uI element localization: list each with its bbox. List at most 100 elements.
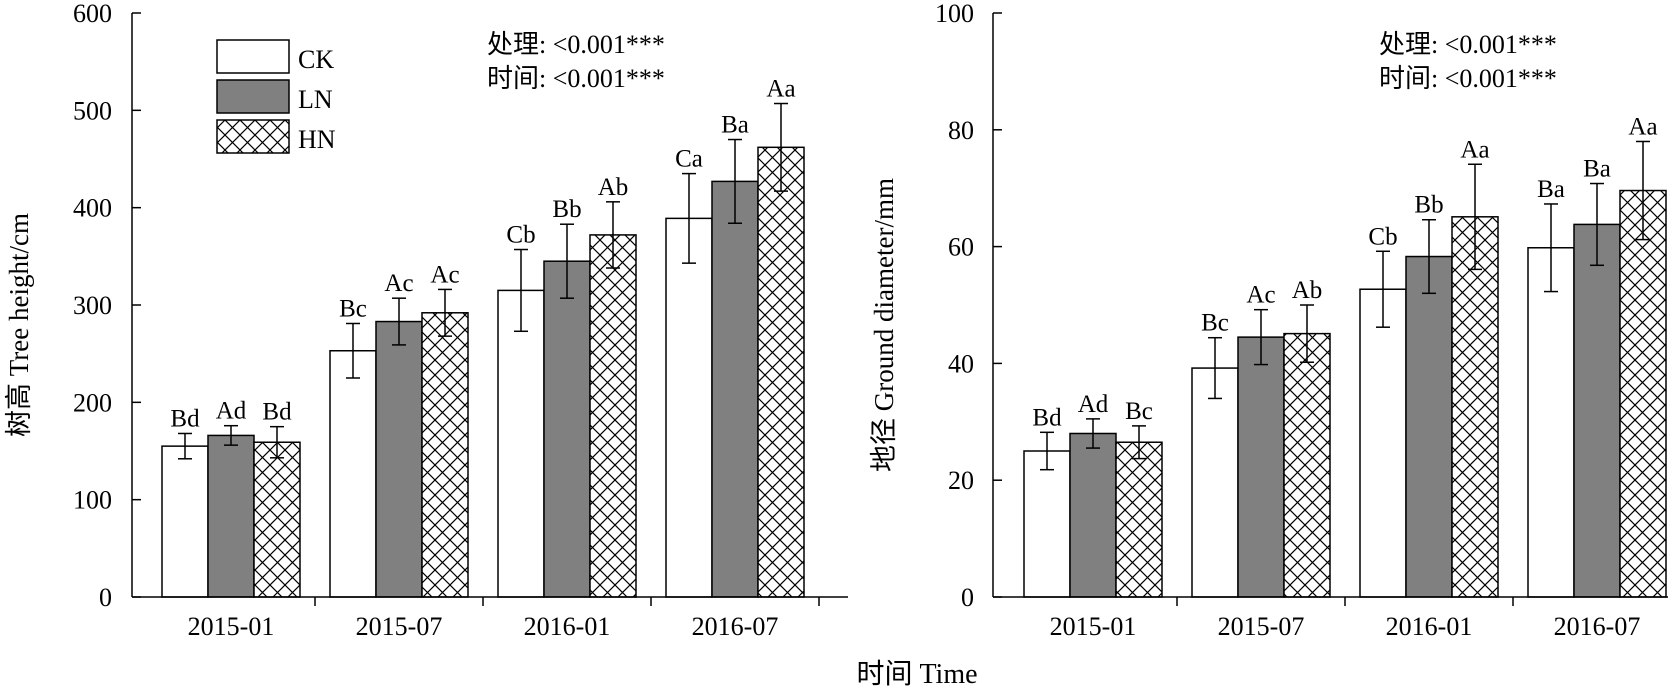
height-y-tick-label: 300 [73,291,112,320]
diameter-sig-letter-hn-2015-01: Bc [1125,398,1153,425]
diameter-error-bar-ln-2016-01 [1422,218,1436,295]
height-sig-letter-hn-2016-01: Ab [598,174,629,201]
diameter-x-tick-label-2016-01: 2016-01 [1386,612,1473,641]
height-sig-letter-hn-2016-07: Aa [766,76,795,103]
diameter-bar-ln-2016-01 [1405,255,1453,598]
diameter-sig-letter-hn-2016-07: Aa [1628,113,1657,140]
legend-swatch-ln [216,79,290,114]
height-sig-letter-ln-2016-07: Ba [721,112,749,139]
diameter-bar-ck-2016-07 [1527,247,1575,598]
diameter-significance-annotation-1: 处理: <0.001*** [1379,30,1557,59]
diameter-y-tick-label: 0 [961,583,974,612]
diameter-x-tick-label-2015-01: 2015-01 [1050,612,1137,641]
height-y-tick-label: 100 [73,486,112,515]
diameter-bar-hn-2016-01 [1451,216,1499,598]
diameter-bar-hn-2015-07 [1283,332,1331,598]
height-bar-ck-2016-07 [665,217,713,598]
height-error-bar-ck-2015-07 [346,322,360,379]
height-error-bar-hn-2016-01 [606,201,620,269]
height-significance-annotation-1: 处理: <0.001*** [487,30,665,59]
height-x-tick-label-2015-01: 2015-01 [188,612,275,641]
diameter-error-bar-ck-2015-07 [1208,336,1222,400]
height-y-tick-label: 500 [73,96,112,125]
height-sig-letter-ck-2015-01: Bd [170,405,200,432]
height-bar-ln-2016-01 [543,260,591,598]
height-bar-ln-2016-07 [711,180,759,598]
height-sig-letter-ln-2016-01: Bb [552,196,581,223]
height-sig-letter-ck-2016-01: Cb [506,222,535,249]
diameter-bar-hn-2015-01 [1115,441,1163,598]
diameter-sig-letter-ck-2015-07: Bc [1201,310,1229,337]
height-sig-letter-ln-2015-07: Ac [384,270,413,297]
height-error-bar-ln-2016-07 [728,138,742,224]
height-sig-letter-ck-2016-07: Ca [675,146,703,173]
diameter-bar-hn-2016-07 [1619,189,1667,598]
diameter-error-bar-ck-2016-01 [1376,250,1390,328]
height-error-bar-ln-2015-07 [392,297,406,346]
diameter-bar-ck-2016-01 [1359,288,1407,598]
height-error-bar-ln-2016-01 [560,223,574,299]
height-error-bar-hn-2016-07 [774,102,788,192]
height-sig-letter-hn-2015-01: Bd [262,399,292,426]
diameter-y-tick-label: 60 [948,233,974,262]
height-bar-hn-2015-07 [421,312,469,598]
diameter-bar-ck-2015-07 [1191,367,1239,598]
height-y-tick-label: 200 [73,388,112,417]
diameter-sig-letter-ck-2016-07: Ba [1537,176,1565,203]
diameter-bar-ln-2016-07 [1573,223,1621,598]
legend-swatch-ck [216,39,290,74]
height-bar-hn-2016-01 [589,234,637,598]
diameter-sig-letter-ln-2016-07: Ba [1583,156,1611,183]
height-x-tick-label-2015-07: 2015-07 [356,612,443,641]
diameter-significance-annotation-2: 时间: <0.001*** [1379,64,1557,93]
diameter-sig-letter-ln-2015-07: Ac [1246,282,1275,309]
height-y-axis-label: 树高 Tree height/cm [4,213,34,437]
height-sig-letter-ln-2015-01: Ad [216,398,247,425]
height-error-bar-hn-2015-07 [438,288,452,337]
height-y-tick-label: 0 [99,583,112,612]
diameter-sig-letter-hn-2015-07: Ab [1292,277,1323,304]
legend-label-hn: HN [298,125,336,154]
height-significance-annotation-2: 时间: <0.001*** [487,64,665,93]
diameter-error-bar-hn-2015-07 [1300,304,1314,363]
diameter-x-tick-label-2016-07: 2016-07 [1554,612,1641,641]
tree-height-chart: Bd Bc Cb Ca Ad Ac Bb Ba Bd Ac Ab Aa 0 100 200 300 400 500… [4,0,848,641]
height-x-tick-label-2016-07: 2016-07 [692,612,779,641]
diameter-error-bar-hn-2016-07 [1636,140,1650,241]
height-sig-letter-hn-2015-07: Ac [430,261,459,288]
x-axis-title: 时间 Time [856,658,977,689]
diameter-error-bar-ln-2016-07 [1590,182,1604,267]
legend-swatch-hn [216,119,290,154]
diameter-sig-letter-hn-2016-01: Aa [1460,136,1489,163]
diameter-error-bar-ln-2015-01 [1086,418,1100,449]
height-y-tick-label: 400 [73,194,112,223]
diameter-bar-ln-2015-07 [1237,336,1285,598]
height-bar-ck-2015-01 [161,445,209,598]
height-bar-hn-2015-01 [253,441,301,598]
height-bar-ln-2015-07 [375,320,423,598]
height-error-bar-ck-2016-07 [682,172,696,264]
legend-label-ck: CK [298,45,334,74]
diameter-y-tick-label: 40 [948,349,974,378]
height-y-tick-label: 600 [73,0,112,28]
height-x-tick-label-2016-01: 2016-01 [524,612,611,641]
legend-label-ln: LN [298,85,333,114]
diameter-sig-letter-ck-2015-01: Bd [1032,404,1062,431]
height-bar-hn-2016-07 [757,146,805,598]
diameter-sig-letter-ck-2016-01: Cb [1368,223,1397,250]
height-sig-letter-ck-2015-07: Bc [339,295,367,322]
height-bar-ck-2016-01 [497,289,545,598]
diameter-error-bar-ck-2016-07 [1544,203,1558,293]
diameter-bar-ck-2015-01 [1023,450,1071,598]
legend: CK LN HN [216,39,336,154]
diameter-error-bar-hn-2016-01 [1468,163,1482,271]
diameter-sig-letter-ln-2015-01: Ad [1078,391,1109,418]
diameter-y-tick-label: 80 [948,116,974,145]
diameter-y-tick-label: 20 [948,466,974,495]
diameter-error-bar-hn-2015-01 [1132,425,1146,460]
height-error-bar-ln-2015-01 [224,424,238,446]
diameter-bar-ln-2015-01 [1069,432,1117,598]
height-bar-ln-2015-01 [207,434,255,598]
diameter-sig-letter-ln-2016-01: Bb [1414,192,1443,219]
